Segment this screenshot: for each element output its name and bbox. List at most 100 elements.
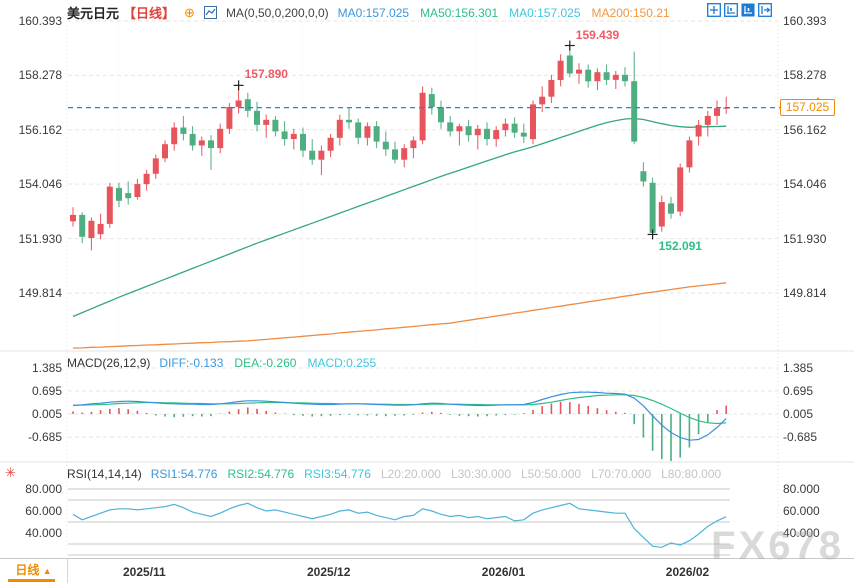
candle-body bbox=[143, 173, 150, 185]
candle-body bbox=[401, 148, 408, 160]
candle-body bbox=[125, 193, 132, 199]
candle-body bbox=[152, 158, 159, 174]
rsi-value-label: L30:30.000 bbox=[450, 467, 511, 481]
axis-scale-icon[interactable] bbox=[724, 3, 738, 17]
candle-body bbox=[392, 149, 398, 160]
candle-body bbox=[346, 119, 352, 123]
candle-body bbox=[180, 127, 187, 134]
price-axis-label-right: 160.393 bbox=[783, 14, 827, 28]
rsi-title: RSI(14,14,14) bbox=[67, 467, 142, 481]
time-axis-month-label: 2026/02 bbox=[665, 565, 710, 579]
watermark: FX678 bbox=[711, 524, 844, 568]
chart-toolbar bbox=[707, 3, 772, 17]
candle-body bbox=[70, 214, 76, 222]
macd-axis-label-left: 0.695 bbox=[31, 384, 62, 398]
time-axis-month-label: 2025/12 bbox=[307, 565, 351, 579]
candle-body bbox=[502, 123, 509, 131]
symbol-name: 美元日元 bbox=[67, 6, 120, 21]
move-icon[interactable] bbox=[707, 3, 721, 17]
macd-header: MACD(26,12,9) DIFF:-0.133 DEA:-0.260 MACD:… bbox=[67, 356, 376, 370]
candle-body bbox=[585, 69, 592, 82]
macd-values: DIFF:-0.133 DEA:-0.260 MACD:0.255 bbox=[159, 356, 376, 370]
rsi-axis-label-right: 40.000 bbox=[783, 526, 820, 540]
price-axis-label-left: 158.278 bbox=[18, 68, 62, 83]
rsi-value-label: L20:20.000 bbox=[380, 467, 441, 481]
candle-body bbox=[235, 100, 242, 107]
price-axis-label-right: 151.930 bbox=[783, 231, 827, 246]
price-axis-label-left: 151.930 bbox=[18, 231, 62, 246]
candle-body bbox=[438, 106, 444, 123]
macd-axis-label-right: 0.695 bbox=[783, 384, 814, 398]
candle-body bbox=[511, 123, 518, 133]
rsi-axis-label-left: 60.000 bbox=[25, 504, 62, 518]
candle-body bbox=[309, 150, 316, 160]
candle-body bbox=[263, 119, 270, 125]
candle-body bbox=[658, 202, 665, 227]
candle-body bbox=[631, 81, 638, 142]
macd-dea-line bbox=[73, 394, 727, 425]
rsi-axis-label-right: 80.000 bbox=[783, 482, 820, 496]
time-axis-month-label: 2025/11 bbox=[123, 565, 166, 579]
candle-body bbox=[226, 106, 233, 129]
ma-value-label: MA200:150.21 bbox=[591, 5, 670, 20]
macd-value-label: DIFF:-0.133 bbox=[159, 356, 224, 370]
rsi-line bbox=[72, 502, 727, 548]
candle-body bbox=[493, 130, 500, 140]
ma-value-label: MA0:157.025 bbox=[337, 5, 410, 20]
candle-body bbox=[677, 167, 684, 212]
chevron-up-icon: ▲ bbox=[42, 566, 52, 576]
extreme-price-label: 152.091 bbox=[658, 239, 702, 254]
candle-body bbox=[97, 223, 104, 235]
ma-values: MA0:157.025 MA50:156.301 MA0:157.025 MA200:… bbox=[338, 6, 670, 20]
rsi-header: RSI(14,14,14) RSI1:54.776 RSI2:54.776 RSI3… bbox=[67, 467, 721, 481]
candle-body bbox=[88, 220, 95, 238]
candle-body bbox=[419, 92, 426, 141]
indicator-settings-icon[interactable]: ✳ bbox=[5, 465, 16, 480]
candle-body bbox=[686, 140, 693, 168]
candle-body bbox=[281, 131, 288, 140]
candle-body bbox=[106, 186, 113, 224]
candle-body bbox=[474, 128, 481, 136]
rsi-value-label: RSI1:54.776 bbox=[150, 467, 218, 481]
candle-body bbox=[520, 132, 527, 137]
candle-body bbox=[373, 126, 380, 142]
candle-body bbox=[162, 144, 168, 159]
ma-value-label: MA0:157.025 bbox=[509, 5, 581, 20]
price-axis-label-left: 156.162 bbox=[18, 122, 62, 137]
candle-body bbox=[530, 104, 536, 140]
candle-body bbox=[382, 141, 389, 150]
period-button-label: 日线 bbox=[15, 563, 40, 577]
time-axis-month-label: 2026/01 bbox=[481, 565, 526, 579]
extreme-price-label: 157.890 bbox=[244, 67, 288, 82]
extreme-price-label: 159.439 bbox=[575, 27, 620, 42]
candle-body bbox=[566, 55, 573, 74]
candle-body bbox=[704, 115, 711, 125]
candle-body bbox=[649, 182, 656, 233]
candle-body bbox=[318, 150, 325, 160]
macd-diff-line bbox=[72, 391, 727, 441]
ma-settings-label: MA(0,50,0,200,0,0) bbox=[225, 5, 329, 20]
period-selector-button[interactable]: 日线 ▲ bbox=[0, 559, 68, 583]
macd-axis-label-left: 0.005 bbox=[31, 407, 62, 421]
candle-body bbox=[208, 140, 214, 149]
add-indicator-icon[interactable]: ⊕ bbox=[184, 4, 195, 20]
candle-body bbox=[484, 128, 490, 140]
macd-axis-label-right: 1.385 bbox=[783, 361, 814, 375]
macd-axis-label-left: -0.685 bbox=[27, 429, 62, 444]
axis-scale-filled-icon[interactable] bbox=[741, 3, 755, 17]
candle-body bbox=[668, 203, 674, 214]
candle-body bbox=[447, 122, 454, 132]
ma-indicator-icon[interactable] bbox=[203, 6, 217, 19]
candle-body bbox=[548, 80, 555, 97]
candle-body bbox=[300, 133, 306, 151]
price-axis-label-right: 149.814 bbox=[783, 285, 827, 300]
pan-right-icon[interactable] bbox=[758, 3, 772, 17]
rsi-value-label: RSI3:54.776 bbox=[304, 467, 371, 481]
candle-body bbox=[576, 69, 582, 74]
rsi-value-label: RSI2:54.776 bbox=[227, 467, 295, 481]
macd-axis-label-left: 1.385 bbox=[31, 361, 62, 375]
period-active-underline bbox=[8, 579, 55, 582]
price-axis-label-right: 156.162 bbox=[783, 122, 827, 137]
ma200-line bbox=[72, 282, 727, 349]
